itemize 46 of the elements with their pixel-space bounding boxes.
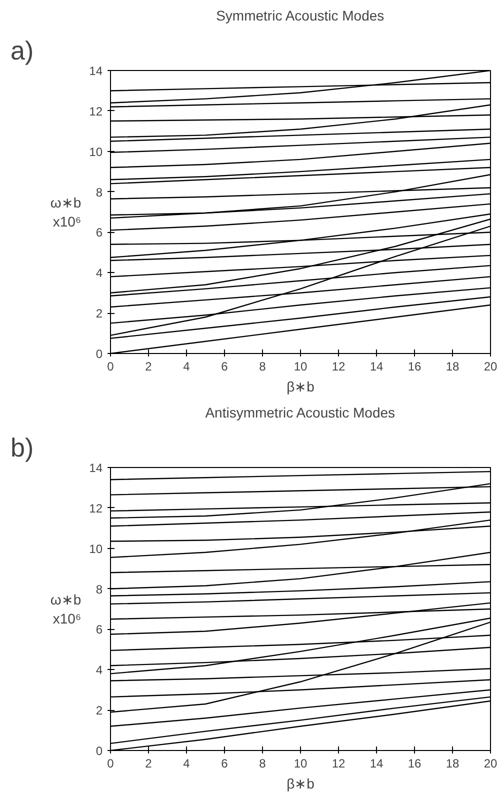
x-tick-label: 20 xyxy=(484,756,498,770)
y-tick-label: 6 xyxy=(96,226,103,240)
y-tick-label: 2 xyxy=(96,306,103,321)
y-tick-label: 12 xyxy=(89,104,103,118)
y-tick-label: 10 xyxy=(89,542,103,556)
y-tick-label: 4 xyxy=(96,663,103,678)
x-tick-label: 0 xyxy=(107,360,114,374)
y-tick-label: 6 xyxy=(96,622,103,637)
x-tick-label: 6 xyxy=(221,360,228,374)
x-axis-title: β∗b xyxy=(286,776,315,792)
x-tick-label: 2 xyxy=(145,360,152,374)
x-tick-label: 18 xyxy=(446,360,460,374)
x-tick-label: 8 xyxy=(259,360,266,374)
x-tick-label: 12 xyxy=(332,360,346,374)
y-tick-label: 10 xyxy=(89,144,103,159)
y-tick-label: 0 xyxy=(96,744,103,758)
x-tick-label: 10 xyxy=(294,756,308,770)
x-tick-label: 6 xyxy=(221,756,228,770)
y-tick-label: 14 xyxy=(89,64,103,78)
text: b) xyxy=(10,432,34,462)
x-tick-label: 12 xyxy=(332,756,346,770)
y-tick-label: 4 xyxy=(96,266,103,280)
chart-title: Symmetric Acoustic Modes xyxy=(216,8,384,24)
y-tick-label: 8 xyxy=(96,185,103,200)
x-tick-label: 10 xyxy=(294,360,308,374)
x-tick-label: 14 xyxy=(370,360,384,374)
x-tick-label: 8 xyxy=(259,756,266,770)
x-tick-label: 16 xyxy=(408,360,422,374)
x-axis-title: β∗b xyxy=(286,378,315,394)
x-tick-label: 4 xyxy=(183,756,190,770)
y-axis-title: ω∗b x10⁶ xyxy=(50,591,82,627)
x-tick-label: 4 xyxy=(183,360,190,374)
y-tick-label: 8 xyxy=(96,582,103,596)
x-tick-label: 14 xyxy=(370,756,384,770)
y-tick-label: 0 xyxy=(96,347,103,361)
y-tick-label: 14 xyxy=(89,461,103,475)
y-axis-title: ω∗b x10⁶ xyxy=(50,194,82,230)
y-tick-label: 12 xyxy=(89,501,103,516)
x-tick-label: 0 xyxy=(107,756,114,770)
y-tick-label: 2 xyxy=(96,704,103,718)
x-tick-label: 20 xyxy=(484,360,498,374)
x-tick-label: 16 xyxy=(408,756,422,770)
x-tick-label: 18 xyxy=(446,756,460,770)
chart-title: Antisymmetric Acoustic Modes xyxy=(205,404,396,420)
text: a) xyxy=(10,36,34,66)
x-tick-label: 2 xyxy=(145,756,152,770)
